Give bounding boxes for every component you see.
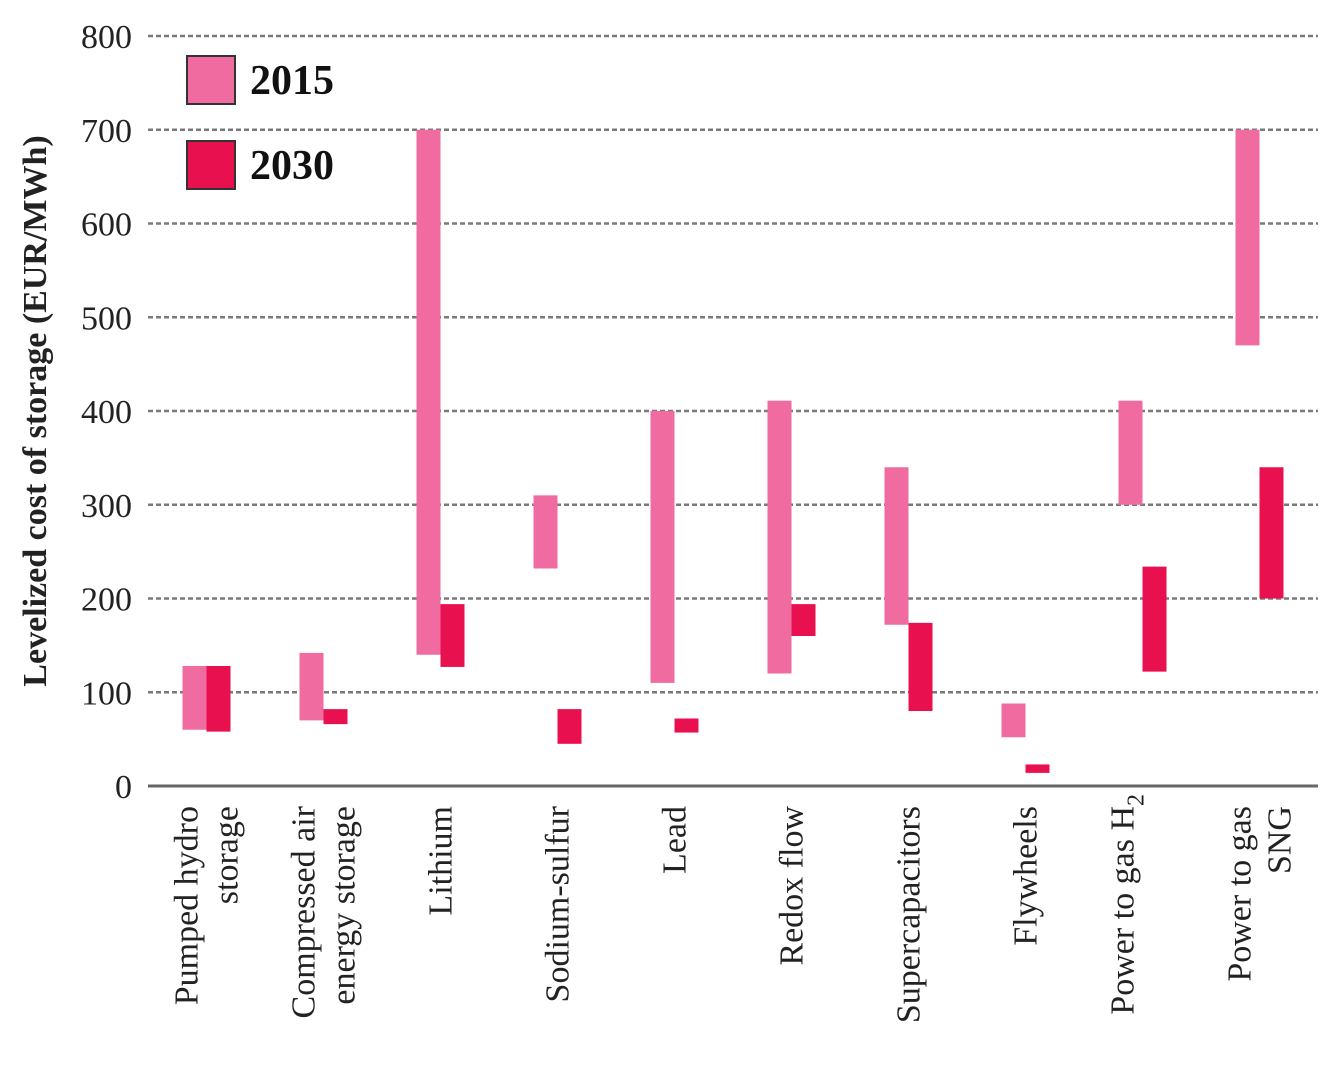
category-label-line: Redox flow — [774, 806, 811, 966]
bar-2015-9 — [1235, 129, 1260, 346]
bar-2015-8 — [1118, 400, 1143, 505]
category-label-7: Flywheels — [1008, 806, 1045, 946]
category-label-line: Supercapacitors — [891, 806, 928, 1023]
category-label-line: energy storage — [326, 806, 363, 1005]
category-label-3: Sodium-sulfur — [540, 805, 577, 1002]
y-tick-label: 500 — [81, 300, 132, 337]
bar-2015-4 — [650, 411, 675, 683]
bar-2030-3 — [557, 709, 582, 744]
category-label-0: Pumped hydro storage — [169, 806, 246, 1005]
bar-2015-0 — [182, 666, 207, 730]
category-label-line: SNG — [1262, 806, 1299, 874]
bars — [182, 129, 1284, 773]
bar-2030-7 — [1025, 764, 1050, 773]
bar-2030-4 — [674, 718, 699, 733]
bar-2015-7 — [1001, 703, 1026, 738]
bar-2030-6 — [908, 622, 933, 711]
legend-swatch-2030 — [186, 140, 236, 190]
category-label-line: Power to gas H — [1105, 806, 1142, 1015]
bar-2015-6 — [884, 467, 909, 625]
bar-2030-0 — [206, 666, 231, 732]
category-label-5: Redox flow — [774, 806, 811, 966]
category-label-4: Lead — [657, 806, 694, 874]
category-label-1: Compressed air energy storage — [286, 805, 363, 1018]
bar-2015-3 — [533, 495, 558, 569]
category-label-line: Pumped hydro — [169, 806, 206, 1005]
y-tick-label: 300 — [81, 488, 132, 525]
bar-2030-5 — [791, 604, 816, 636]
category-label-line: Lead — [657, 806, 694, 874]
y-tick-label: 700 — [81, 113, 132, 150]
bar-2015-5 — [767, 400, 792, 674]
bar-2030-1 — [323, 709, 348, 725]
category-label-line: Sodium-sulfur — [540, 805, 577, 1002]
legend: 2015 2030 — [186, 55, 334, 190]
bar-2030-9 — [1259, 467, 1284, 599]
bar-2030-2 — [440, 604, 465, 667]
y-tick-label: 400 — [81, 394, 132, 431]
grid-lines — [148, 34, 1318, 694]
category-label-line: storage — [209, 806, 246, 904]
legend-swatch-2015 — [186, 55, 236, 105]
y-tick-labels: 0 100 200 300 400 500 600 700 800 — [81, 19, 132, 806]
y-tick-label: 600 — [81, 207, 132, 244]
bar-2015-1 — [299, 652, 324, 721]
category-label-2: Lithium — [423, 806, 460, 916]
category-label-line: Compressed air — [286, 805, 323, 1018]
bar-2030-8 — [1142, 566, 1167, 672]
y-tick-label: 0 — [115, 769, 132, 806]
category-label-8: Power to gas H2 — [1105, 794, 1150, 1015]
legend-label-2030: 2030 — [250, 143, 334, 189]
category-label-line: Flywheels — [1008, 806, 1045, 946]
y-axis-title: Levelized cost of storage (EUR/MWh) — [17, 135, 54, 686]
category-label-6: Supercapacitors — [891, 806, 928, 1023]
category-label-line: Lithium — [423, 806, 460, 916]
category-label-9: Power to gas SNG — [1222, 806, 1299, 982]
category-label-subscript: 2 — [1124, 794, 1150, 806]
y-tick-label: 100 — [81, 675, 132, 712]
category-label-line: Power to gas — [1222, 806, 1259, 982]
category-labels: Pumped hydro storage Compressed air energy … — [169, 794, 1299, 1023]
y-tick-label: 200 — [81, 582, 132, 619]
legend-label-2015: 2015 — [250, 58, 334, 104]
y-tick-label: 800 — [81, 19, 132, 56]
bar-2015-2 — [416, 129, 441, 655]
